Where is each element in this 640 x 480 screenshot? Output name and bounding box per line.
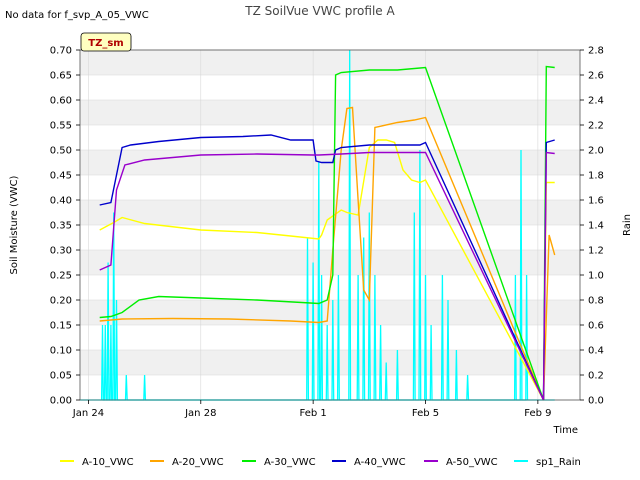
- legend: A-10_VWC A-20_VWC A-30_VWC A-40_VWC A-50_VWC…: [60, 457, 581, 468]
- y-axis: 0.00 0.05 0.10 0.15 0.20 0.25 0.30 0.35 0.40 0.45…: [50, 46, 80, 407]
- y2-tick-label: 0.6: [588, 321, 604, 332]
- x-tick-label: Feb 5: [412, 408, 439, 419]
- legend-label: A-20_VWC: [172, 457, 224, 468]
- y-tick-label: 0.35: [50, 221, 72, 232]
- legend-label: sp1_Rain: [536, 457, 581, 468]
- y2-tick-label: 2.2: [588, 121, 604, 132]
- y-tick-label: 0.10: [50, 346, 72, 357]
- y2-tick-label: 2.8: [588, 46, 604, 57]
- legend-label: A-30_VWC: [264, 457, 316, 468]
- y-tick-label: 0.65: [50, 71, 72, 82]
- y2-axis-label: Rain: [622, 214, 633, 236]
- x-tick-label: Feb 1: [300, 408, 327, 419]
- y-tick-label: 0.25: [50, 271, 72, 282]
- y2-tick-label: 0.4: [588, 346, 604, 357]
- legend-label: A-40_VWC: [354, 457, 406, 468]
- plot-band: [80, 350, 580, 375]
- y2-tick-label: 2.6: [588, 71, 604, 82]
- series-line-a-50-vwc: [99, 151, 555, 401]
- series-line-a-10-vwc: [99, 139, 555, 401]
- y-tick-label: 0.15: [50, 321, 72, 332]
- x-axis: Jan 24 Jan 28 Feb 1 Feb 5 Feb 9: [72, 400, 551, 419]
- y-tick-label: 0.30: [50, 246, 72, 257]
- plot-band: [80, 75, 580, 100]
- plot-band: [80, 50, 580, 75]
- plot-band: [80, 200, 580, 225]
- y2-tick-label: 0.0: [588, 396, 604, 407]
- y2-tick-label: 0.2: [588, 371, 604, 382]
- series-line-a-40-vwc: [99, 134, 555, 401]
- x-tick-label: Jan 24: [72, 408, 104, 419]
- y2-tick-label: 1.2: [588, 246, 604, 257]
- legend-label: A-50_VWC: [446, 457, 498, 468]
- series-line-a-30-vwc: [99, 65, 555, 401]
- x-tick-label: Feb 9: [524, 408, 551, 419]
- chart-title: TZ SoilVue VWC profile A: [244, 4, 395, 18]
- y2-tick-label: 2.0: [588, 146, 604, 157]
- y-tick-label: 0.70: [50, 46, 72, 57]
- y-tick-label: 0.50: [50, 146, 72, 157]
- y-tick-label: 0.00: [50, 396, 72, 407]
- x-axis-label: Time: [553, 425, 578, 436]
- plot-band: [80, 225, 580, 250]
- y-tick-label: 0.05: [50, 371, 72, 382]
- y-tick-label: 0.45: [50, 171, 72, 182]
- y2-tick-label: 2.4: [588, 96, 604, 107]
- x-tick-label: Jan 28: [184, 408, 216, 419]
- y-tick-label: 0.20: [50, 296, 72, 307]
- y2-tick-label: 1.0: [588, 271, 604, 282]
- source-badge-text: TZ_sm: [88, 38, 123, 49]
- plot-band: [80, 125, 580, 150]
- y2-tick-label: 1.8: [588, 171, 604, 182]
- plot-band: [80, 100, 580, 125]
- series-lines: [80, 49, 556, 401]
- y-tick-label: 0.40: [50, 196, 72, 207]
- y2-tick-label: 1.6: [588, 196, 604, 207]
- y-axis-label: Soil Moisture (VWC): [9, 175, 20, 274]
- source-badge: TZ_sm: [80, 32, 132, 52]
- no-data-note: No data for f_svp_A_05_VWC: [5, 10, 149, 21]
- source-badge-box: [80, 32, 132, 52]
- plot-band: [80, 375, 580, 400]
- y-tick-label: 0.55: [50, 121, 72, 132]
- y2-tick-label: 1.4: [588, 221, 604, 232]
- y2-axis: 0.0 0.2 0.4 0.6 0.8 1.0 1.2 1.4 1.6 1.8 2.0 2.2 2.4 2…: [580, 46, 604, 407]
- plot-band: [80, 250, 580, 275]
- y-tick-label: 0.60: [50, 96, 72, 107]
- plot-band: [80, 325, 580, 350]
- plot-band: [80, 300, 580, 325]
- y2-tick-label: 0.8: [588, 296, 604, 307]
- plot-band: [80, 175, 580, 200]
- series-line-a-20-vwc: [99, 106, 556, 401]
- legend-label: A-10_VWC: [82, 457, 134, 468]
